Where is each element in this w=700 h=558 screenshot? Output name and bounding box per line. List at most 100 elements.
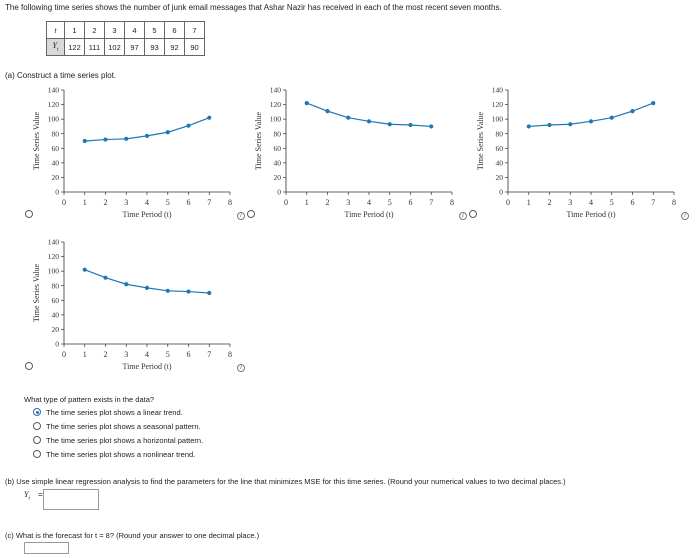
y-tick-label: 20: [496, 173, 504, 182]
table-header-y: Yt: [46, 38, 65, 56]
y-tick-label: 20: [52, 325, 60, 334]
x-axis-label: Time Period (t): [122, 362, 171, 371]
x-tick-label: 7: [207, 198, 211, 207]
x-tick-label: 1: [305, 198, 309, 207]
x-axis-label: Time Period (t): [344, 210, 393, 219]
option-label: The time series plot shows a nonlinear t…: [46, 449, 196, 459]
table-header-t: t: [46, 21, 65, 39]
regression-lhs: Yt: [24, 490, 30, 502]
data-point: [186, 289, 191, 294]
table-cell-t: 7: [184, 21, 205, 39]
y-tick-label: 60: [52, 144, 60, 153]
x-tick-label: 3: [124, 198, 128, 207]
data-point: [165, 288, 170, 293]
data-point: [429, 124, 434, 129]
y-tick-label: 0: [277, 188, 281, 197]
x-tick-label: 3: [124, 350, 128, 359]
data-table: t 1 2 3 4 5 6 7 Yt 122 111 102 97 93 92 …: [46, 21, 205, 56]
y-tick-label: 120: [492, 100, 504, 109]
data-point: [144, 285, 150, 290]
data-point: [82, 138, 87, 144]
data-point: [207, 115, 212, 120]
x-tick-label: 1: [83, 350, 87, 359]
pattern-option-nonlinear[interactable]: The time series plot shows a nonlinear t…: [33, 447, 203, 461]
part-b-prompt: (b) Use simple linear regression analysi…: [5, 477, 566, 486]
x-tick-label: 7: [207, 350, 211, 359]
data-point: [103, 137, 108, 142]
pattern-option-horizontal[interactable]: The time series plot shows a horizontal …: [33, 433, 203, 447]
table-cell-y: 102: [104, 38, 125, 56]
y-tick-label: 120: [48, 100, 60, 109]
x-tick-label: 4: [145, 350, 149, 359]
info-icon[interactable]: i: [459, 212, 467, 220]
data-point: [207, 290, 212, 296]
data-point: [82, 267, 87, 272]
x-tick-label: 5: [610, 198, 614, 207]
y-tick-label: 80: [496, 129, 504, 138]
y-tick-label: 0: [55, 340, 59, 349]
x-tick-label: 8: [450, 198, 454, 207]
y-tick-label: 20: [274, 173, 282, 182]
data-point: [588, 119, 594, 124]
y-tick-label: 40: [496, 158, 504, 167]
data-point: [630, 109, 635, 114]
x-axis-label: Time Period (t): [566, 210, 615, 219]
y-tick-label: 100: [48, 267, 60, 276]
y-tick-label: 60: [274, 144, 282, 153]
data-point: [346, 115, 351, 120]
y-tick-label: 40: [274, 158, 282, 167]
info-icon[interactable]: i: [237, 212, 245, 220]
regression-equation-input[interactable]: [43, 489, 99, 510]
data-point: [103, 275, 108, 280]
data-point: [304, 101, 309, 106]
option-label: The time series plot shows a seasonal pa…: [46, 421, 201, 431]
radio-selected[interactable]: [33, 408, 41, 416]
y-tick-label: 100: [48, 115, 60, 124]
y-tick-label: 120: [48, 252, 60, 261]
pattern-option-linear[interactable]: The time series plot shows a linear tren…: [33, 405, 203, 419]
y-tick-label: 100: [270, 115, 282, 124]
x-tick-label: 1: [527, 198, 531, 207]
table-cell-y: 93: [144, 38, 165, 56]
chart-option-3-radio[interactable]: [469, 210, 477, 218]
part-a-prompt: (a) Construct a time series plot.: [5, 71, 117, 80]
data-point: [325, 109, 330, 114]
y-tick-label: 100: [492, 115, 504, 124]
chart-option-1-radio[interactable]: [25, 210, 33, 218]
x-tick-label: 4: [367, 198, 371, 207]
option-label: The time series plot shows a horizontal …: [46, 435, 204, 445]
y-tick-label: 140: [492, 86, 504, 95]
x-tick-label: 3: [568, 198, 572, 207]
data-point: [124, 282, 129, 287]
data-point: [609, 115, 614, 120]
x-tick-label: 1: [83, 198, 87, 207]
y-tick-label: 80: [52, 129, 60, 138]
data-point: [651, 101, 656, 106]
x-tick-label: 8: [672, 198, 676, 207]
x-tick-label: 0: [62, 198, 66, 207]
y-tick-label: 60: [52, 296, 60, 305]
radio[interactable]: [33, 436, 41, 444]
info-icon[interactable]: i: [681, 212, 689, 220]
radio[interactable]: [33, 450, 41, 458]
y-tick-label: 60: [496, 144, 504, 153]
info-icon[interactable]: i: [237, 364, 245, 372]
x-tick-label: 6: [187, 198, 191, 207]
y-axis-label: Time Series Value: [476, 111, 485, 170]
y-tick-label: 0: [55, 188, 59, 197]
chart-option-4-radio[interactable]: [25, 362, 33, 370]
data-point: [366, 119, 372, 124]
x-tick-label: 5: [388, 198, 392, 207]
chart-option-2-radio[interactable]: [247, 210, 255, 218]
y-tick-label: 140: [48, 86, 60, 95]
x-tick-label: 4: [589, 198, 593, 207]
forecast-input[interactable]: [24, 542, 69, 554]
equals-sign: =: [38, 490, 43, 499]
pattern-option-seasonal[interactable]: The time series plot shows a seasonal pa…: [33, 419, 203, 433]
y-tick-label: 80: [274, 129, 282, 138]
x-tick-label: 2: [548, 198, 552, 207]
radio[interactable]: [33, 422, 41, 430]
data-point: [408, 122, 413, 128]
